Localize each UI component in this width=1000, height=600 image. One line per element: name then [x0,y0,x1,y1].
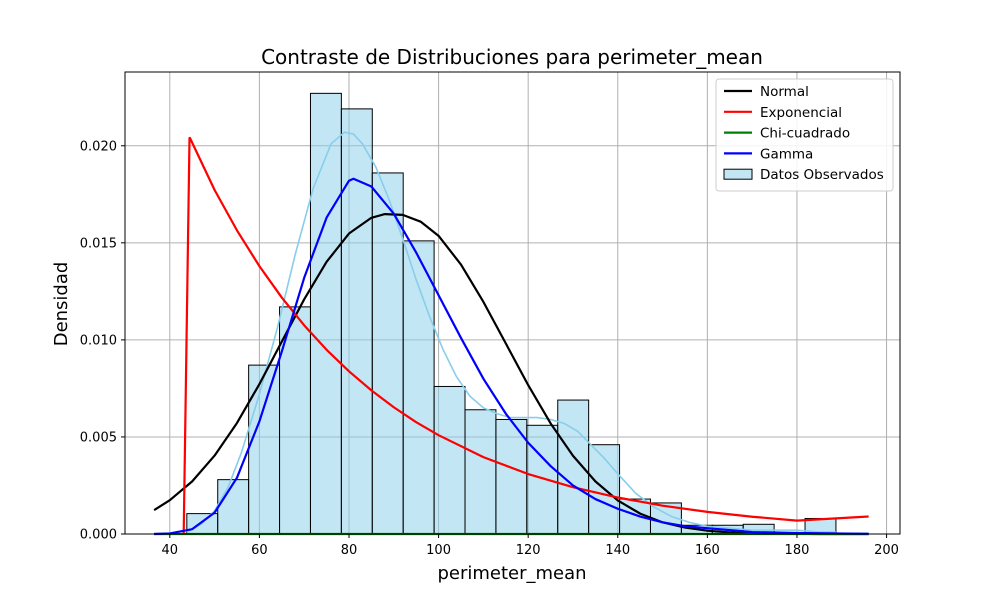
x-tick-label: 80 [341,543,358,558]
x-tick-label: 160 [695,543,720,558]
legend-label: Exponencial [760,105,842,121]
y-axis-ticks: 0.000 0.005 0.010 0.015 0.020 [80,139,125,543]
y-tick-label: 0.010 [80,333,117,348]
legend-label: Datos Observados [760,167,884,183]
plot-frame [124,71,901,535]
histogram-bar [340,108,373,535]
y-tick-label: 0.020 [80,139,117,154]
y-axis-title: Densidad [51,262,72,347]
series-line-normal [153,212,869,536]
legend-label: Chi-cuadrado [760,126,850,142]
x-tick-label: 180 [785,543,810,558]
histogram-bar [526,424,559,535]
histogram-bar [309,92,342,535]
chart-title: Contraste de Distribuciones para perimet… [261,45,763,69]
histogram-bars [186,92,837,535]
x-tick-label: 40 [162,543,179,558]
x-tick-label: 120 [516,543,541,558]
y-tick-label: 0.015 [80,236,117,251]
x-tick-label: 200 [874,543,899,558]
legend-label: Normal [760,84,809,100]
histogram-bar [248,364,281,535]
histogram-bar [402,240,435,535]
histogram-bar [495,418,528,535]
histogram-bar [464,409,497,535]
legend-label: Gamma [760,146,813,162]
histogram-bar [371,172,404,535]
y-tick-label: 0.005 [80,430,117,445]
histogram-bar [433,385,466,535]
y-tick-label: 0.000 [80,528,117,543]
legend-swatch [723,168,753,180]
histogram-bar [217,479,250,535]
legend-box [715,78,894,192]
x-axis-title: perimeter_mean [437,563,586,584]
x-tick-label: 60 [251,543,268,558]
x-tick-label: 140 [605,543,630,558]
kde-line [186,131,836,533]
x-tick-label: 100 [426,543,451,558]
x-axis-ticks: 40 60 80 100 120 140 160 180 200 [162,534,899,558]
legend: Normal Exponencial Chi-cuadrado Gamma Datos … [715,78,894,192]
series-line-gamma [154,177,869,536]
series-line-exponencial [182,136,869,535]
